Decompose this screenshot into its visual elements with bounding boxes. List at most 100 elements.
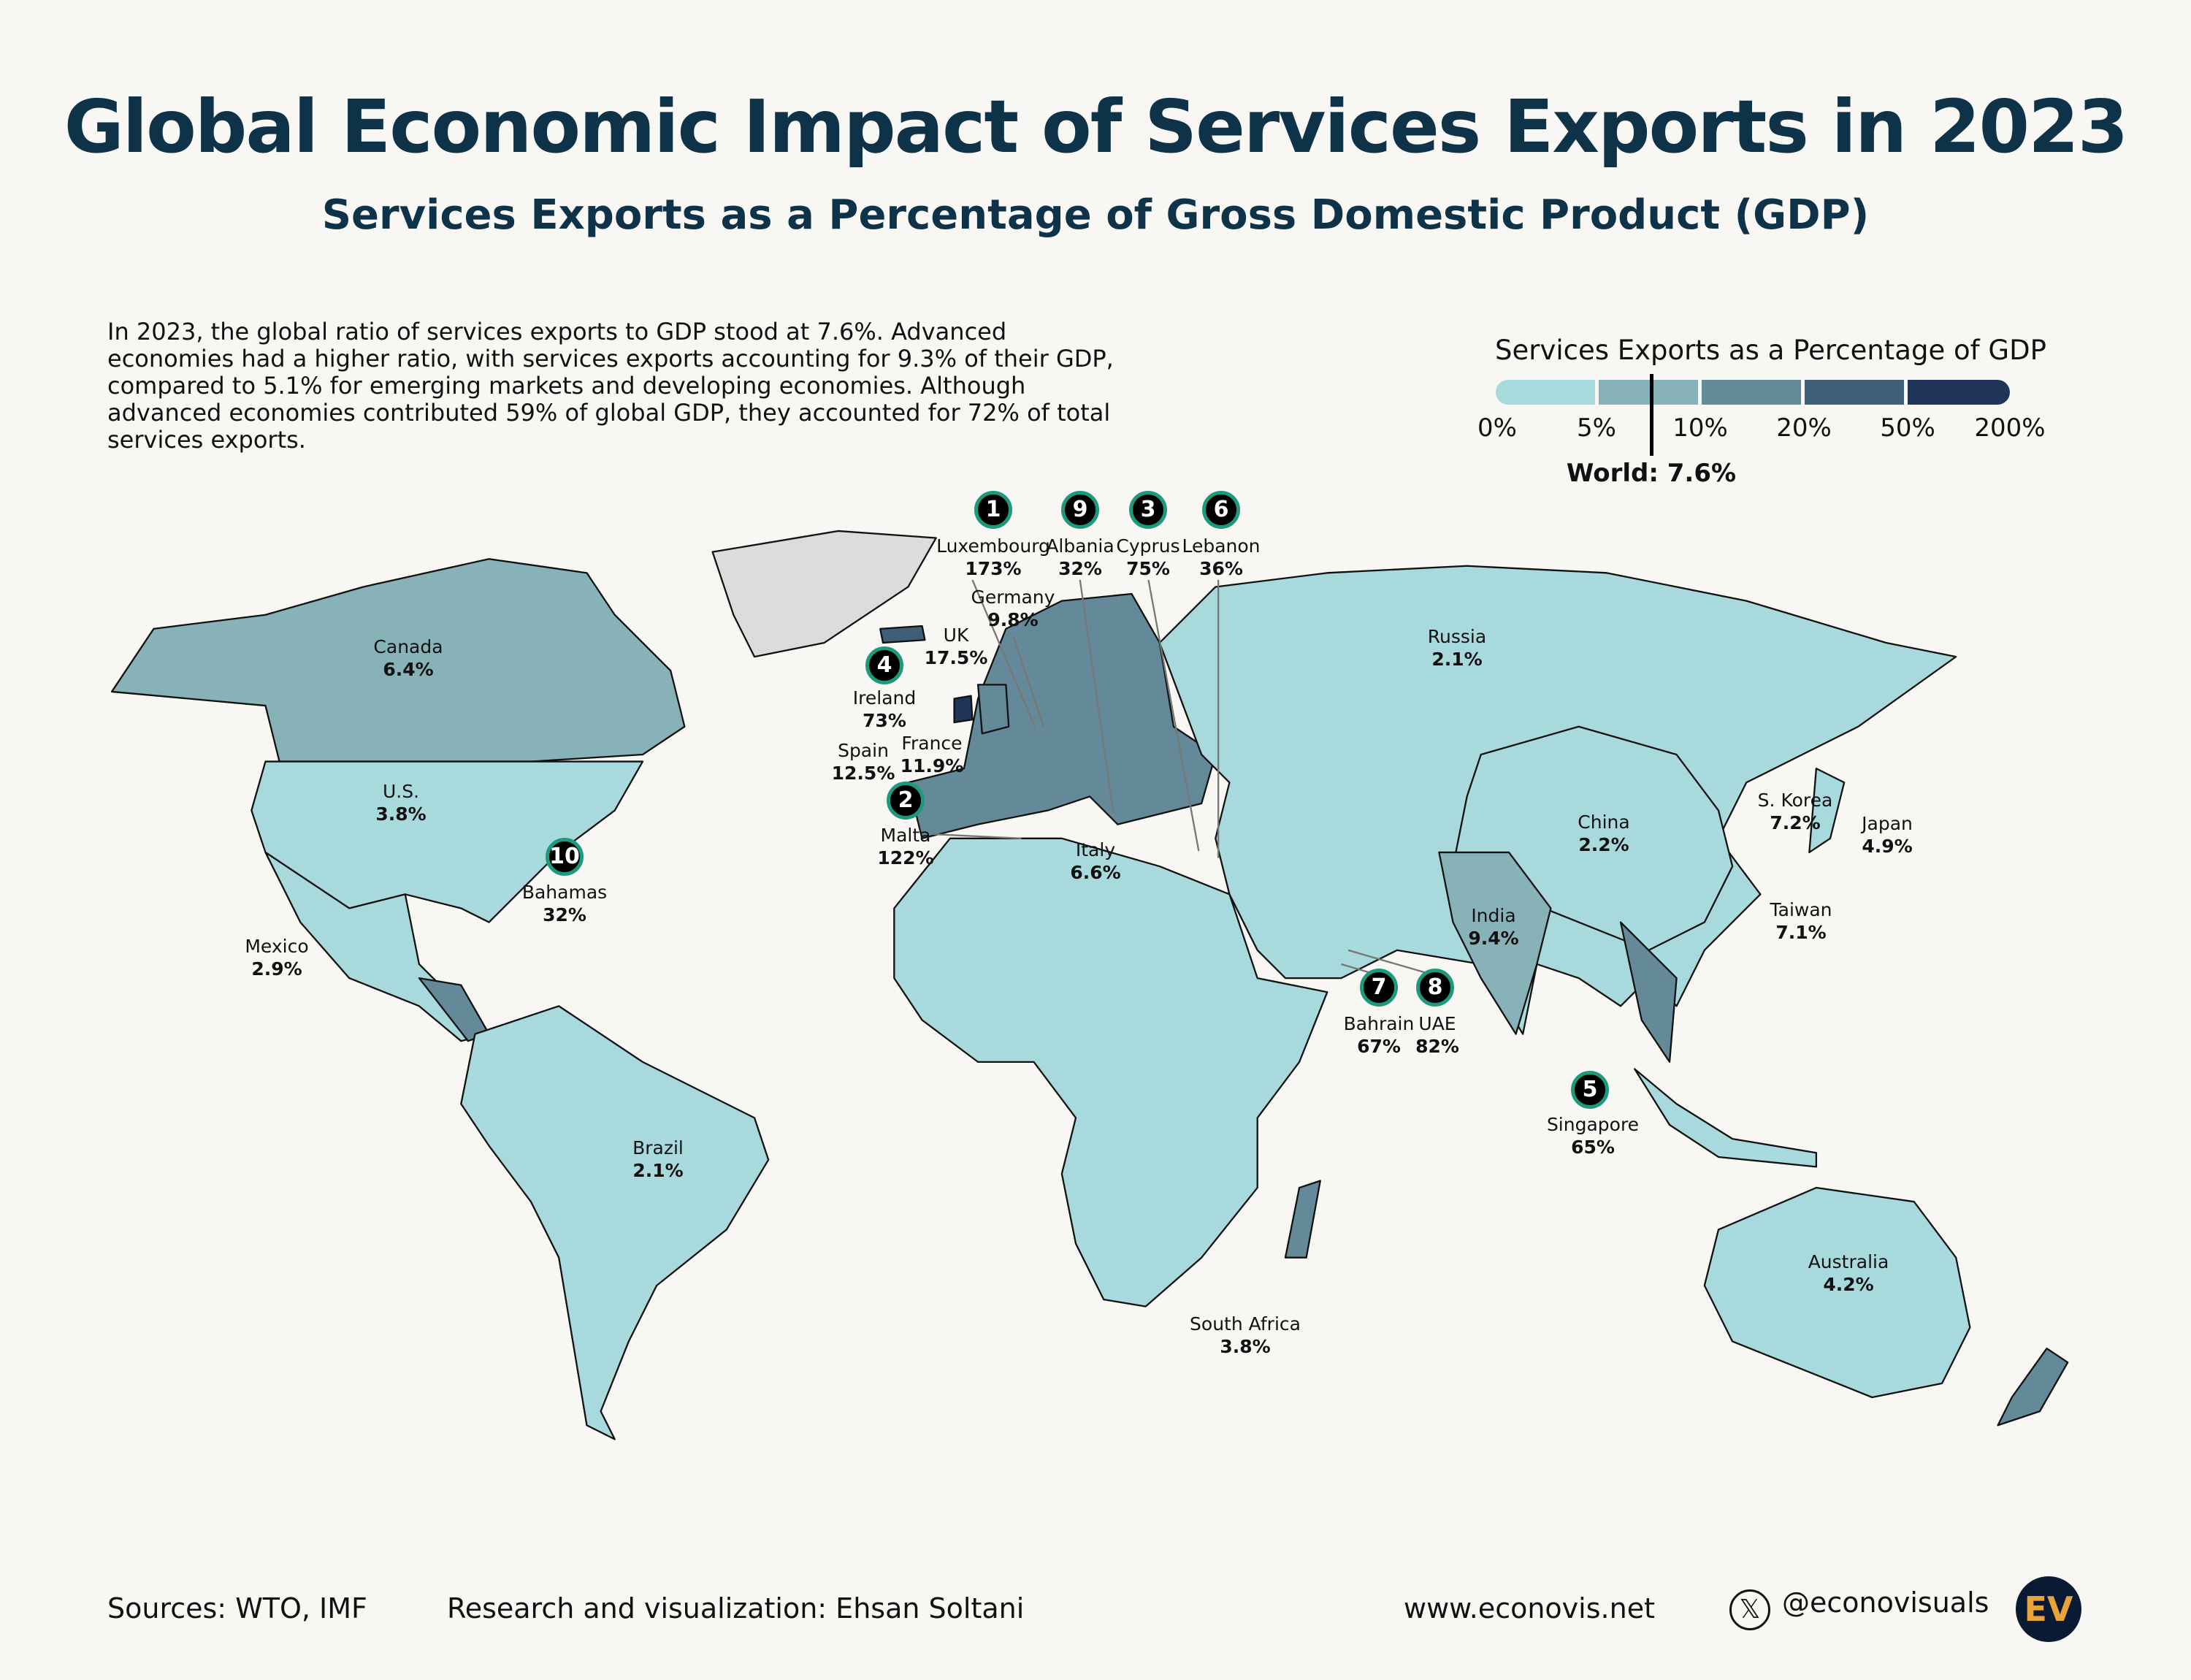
country-label-s-korea: S. Korea 7.2% — [1758, 789, 1833, 834]
country-name: Mexico — [245, 936, 309, 957]
rank-badge: 4 — [865, 646, 903, 684]
country-value: 82% — [1415, 1036, 1459, 1057]
country-value: 9.4% — [1468, 928, 1519, 949]
madagascar — [1284, 1180, 1321, 1259]
country-name: S. Korea — [1757, 790, 1833, 811]
country-value: 75% — [1126, 558, 1170, 579]
country-label-cyprus: Cyprus 75% — [1116, 535, 1179, 580]
country-value: 12.5% — [831, 763, 895, 784]
country-name: Lebanon — [1182, 535, 1261, 557]
econovis-logo: EV — [2016, 1576, 2081, 1642]
country-value: 4.2% — [1823, 1274, 1874, 1295]
uk — [976, 684, 1010, 735]
greenland — [711, 530, 937, 658]
country-label-luxembourg: Luxembourg 173% — [936, 535, 1050, 580]
country-label-singapore: Singapore 65% — [1547, 1113, 1639, 1158]
legend-swatch — [1805, 380, 1904, 405]
rank-badge: 7 — [1360, 969, 1398, 1007]
rank-badge: 8 — [1416, 969, 1454, 1007]
country-label-bahamas: Bahamas 32% — [522, 881, 607, 926]
new-zealand — [1997, 1347, 2069, 1427]
legend-tick: 0% — [1477, 413, 1517, 443]
country-name: UK — [943, 625, 969, 646]
country-value: 3.8% — [1220, 1336, 1271, 1357]
japan — [1808, 768, 1846, 854]
country-value: 32% — [1058, 558, 1102, 579]
legend-tick: 20% — [1776, 413, 1832, 443]
legend-tick: 200% — [1974, 413, 2046, 443]
legend-tick: 50% — [1880, 413, 1935, 443]
country-name: Malta — [880, 825, 931, 846]
country-value: 9.8% — [987, 609, 1039, 630]
indonesia — [1634, 1068, 1818, 1168]
rank-badge: 2 — [887, 782, 925, 820]
legend-swatch — [1702, 380, 1801, 405]
country-label-brazil: Brazil 2.1% — [632, 1137, 684, 1182]
country-name: South Africa — [1190, 1313, 1301, 1335]
country-label-albania: Albania 32% — [1046, 535, 1114, 580]
country-label-italy: Italy 6.6% — [1070, 839, 1120, 884]
country-label-australia: Australia 4.2% — [1808, 1251, 1889, 1296]
country-label-japan: Japan 4.9% — [1862, 812, 1913, 858]
country-name: Ireland — [852, 687, 917, 709]
country-value: 2.1% — [1431, 649, 1483, 670]
country-name: Australia — [1808, 1251, 1889, 1272]
website-link[interactable]: www.econovis.net — [1404, 1592, 1655, 1624]
country-label-mexico: Mexico 2.9% — [245, 935, 308, 980]
page-subtitle: Services Exports as a Percentage of Gros… — [321, 191, 1870, 239]
country-label-malta: Malta 122% — [877, 824, 933, 869]
leader-lines — [933, 579, 1435, 977]
country-value: 2.2% — [1578, 834, 1629, 855]
country-value: 67% — [1357, 1036, 1401, 1057]
country-name: Bahrain — [1343, 1013, 1415, 1034]
country-value: 65% — [1571, 1137, 1615, 1158]
country-name: Spain — [838, 740, 889, 761]
rank-badge: 10 — [546, 838, 584, 876]
country-name: Germany — [971, 587, 1055, 608]
rank-badge: 6 — [1202, 491, 1240, 529]
sources: Sources: WTO, IMF — [107, 1592, 367, 1624]
legend-tick: 10% — [1672, 413, 1728, 443]
country-name: Japan — [1862, 813, 1913, 834]
country-value: 122% — [877, 847, 934, 868]
country-value: 173% — [965, 558, 1022, 579]
country-name: Singapore — [1546, 1114, 1640, 1135]
south-america — [460, 1005, 770, 1440]
country-label-russia: Russia 2.1% — [1428, 625, 1486, 671]
india — [1438, 851, 1552, 1035]
country-value: 73% — [863, 710, 906, 731]
country-value: 7.1% — [1775, 922, 1827, 943]
page-title: Global Economic Impact of Services Expor… — [64, 84, 2129, 169]
legend-swatch — [1599, 380, 1698, 405]
country-value: 7.2% — [1770, 812, 1821, 833]
legend-title: Services Exports as a Percentage of GDP — [1495, 335, 2046, 366]
world-marker-label: World: 7.6% — [1566, 459, 1737, 488]
country-label-ireland: Ireland 73% — [853, 687, 916, 732]
rank-badge: 5 — [1571, 1071, 1609, 1109]
country-name: U.S. — [382, 781, 420, 802]
country-value: 2.1% — [632, 1160, 684, 1181]
country-name: UAE — [1418, 1013, 1456, 1034]
country-value: 3.8% — [375, 803, 427, 825]
australia — [1703, 1186, 1971, 1399]
country-value: 6.4% — [383, 659, 434, 680]
country-label-germany: Germany 9.8% — [971, 586, 1055, 631]
legend-tick: 5% — [1577, 413, 1616, 443]
country-label-bahrain: Bahrain 67% — [1344, 1012, 1415, 1058]
country-value: 6.6% — [1070, 862, 1121, 883]
country-name: Italy — [1075, 839, 1116, 860]
country-value: 17.5% — [924, 647, 988, 668]
country-name: Albania — [1046, 535, 1114, 557]
legend-swatch — [1496, 380, 1595, 405]
country-name: Canada — [373, 636, 443, 657]
twitter-handle[interactable]: @econovisuals — [1782, 1587, 1989, 1619]
country-value: 4.9% — [1862, 836, 1913, 857]
country-label-lebanon: Lebanon 36% — [1182, 535, 1260, 580]
country-label-taiwan: Taiwan 7.1% — [1770, 898, 1832, 944]
x-twitter-icon: 𝕏 — [1729, 1589, 1770, 1630]
rank-badge: 9 — [1061, 491, 1099, 529]
africa — [893, 837, 1328, 1307]
rank-badge: 1 — [974, 491, 1012, 529]
country-name: Cyprus — [1116, 535, 1180, 557]
country-label-france: France 11.9% — [901, 732, 964, 777]
